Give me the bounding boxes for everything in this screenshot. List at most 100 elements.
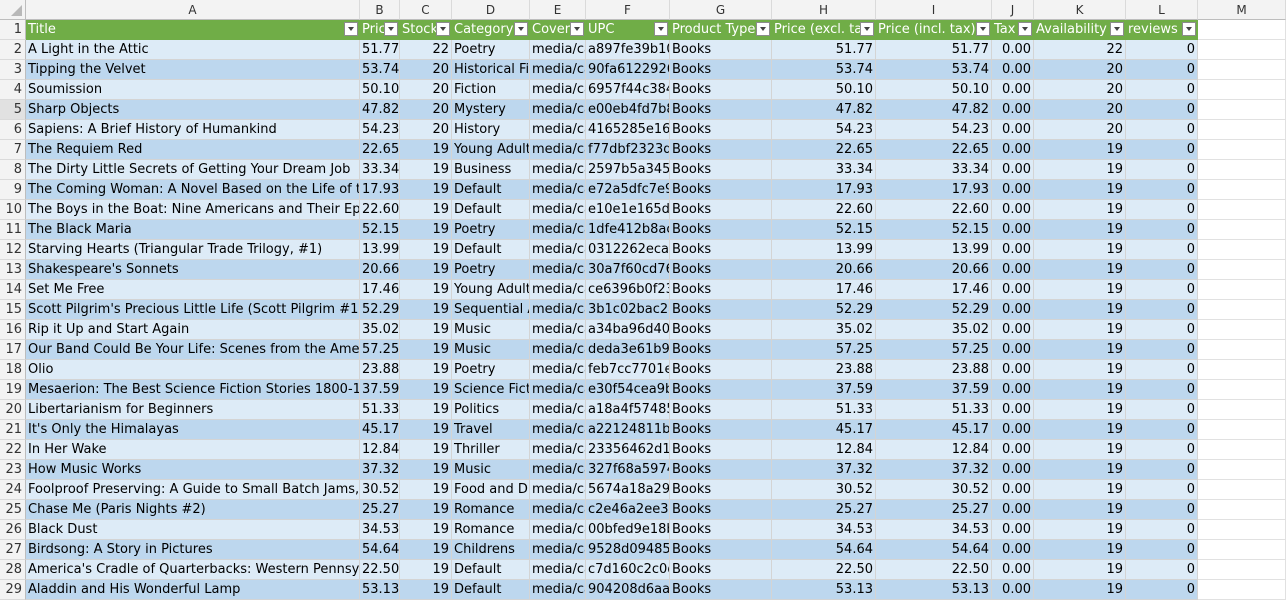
table-cell[interactable]: 19	[400, 460, 452, 480]
table-cell[interactable]: 0	[1126, 80, 1198, 100]
table-cell[interactable]: Thriller	[452, 440, 530, 460]
table-cell[interactable]: a22124811bf	[586, 420, 670, 440]
table-cell[interactable]: Historical Fi	[452, 60, 530, 80]
table-cell[interactable]: Default	[452, 560, 530, 580]
table-cell[interactable]: Books	[670, 300, 772, 320]
table-cell[interactable]: 54.23	[772, 120, 876, 140]
table-cell[interactable]: 20.66	[772, 260, 876, 280]
row-header[interactable]: 11	[0, 220, 26, 240]
table-cell[interactable]: deda3e61b9	[586, 340, 670, 360]
table-cell[interactable]: 22.65	[772, 140, 876, 160]
table-cell[interactable]: Libertarianism for Beginners	[26, 400, 360, 420]
table-cell[interactable]: media/ca	[530, 580, 586, 600]
row-header[interactable]: 1	[0, 20, 26, 40]
row-header[interactable]: 14	[0, 280, 26, 300]
column-header-i[interactable]: I	[876, 0, 992, 20]
table-cell[interactable]: 0	[1126, 60, 1198, 80]
row-header[interactable]: 26	[0, 520, 26, 540]
table-cell[interactable]: Books	[670, 80, 772, 100]
table-cell[interactable]: 4165285e166	[586, 120, 670, 140]
table-cell[interactable]: 20	[400, 100, 452, 120]
column-header-l[interactable]: L	[1126, 0, 1198, 20]
table-cell[interactable]: Books	[670, 60, 772, 80]
table-cell[interactable]: 0	[1126, 480, 1198, 500]
table-cell[interactable]: 0.00	[992, 460, 1034, 480]
header-cell-j[interactable]: Tax	[992, 20, 1034, 40]
table-cell[interactable]: 37.59	[876, 380, 992, 400]
empty-cell[interactable]	[1198, 360, 1286, 380]
table-cell[interactable]: 22.65	[876, 140, 992, 160]
table-cell[interactable]: 0	[1126, 420, 1198, 440]
table-cell[interactable]: 53.13	[772, 580, 876, 600]
table-cell[interactable]: 20.66	[360, 260, 400, 280]
table-cell[interactable]: Food and Dr	[452, 480, 530, 500]
table-cell[interactable]: 20	[400, 80, 452, 100]
table-cell[interactable]: 0.00	[992, 500, 1034, 520]
table-cell[interactable]: 0	[1126, 300, 1198, 320]
table-cell[interactable]: 0.00	[992, 520, 1034, 540]
table-cell[interactable]: media/ca	[530, 80, 586, 100]
table-cell[interactable]: 19	[1034, 440, 1126, 460]
table-cell[interactable]: 17.46	[360, 280, 400, 300]
filter-dropdown-icon[interactable]	[1110, 22, 1124, 36]
table-cell[interactable]: Books	[670, 40, 772, 60]
table-cell[interactable]: 19	[400, 380, 452, 400]
empty-cell[interactable]	[1198, 200, 1286, 220]
table-cell[interactable]: 51.33	[360, 400, 400, 420]
row-header[interactable]: 16	[0, 320, 26, 340]
table-cell[interactable]: Our Band Could Be Your Life: Scenes from…	[26, 340, 360, 360]
table-cell[interactable]: 20	[1034, 120, 1126, 140]
select-all-corner[interactable]	[0, 0, 26, 20]
table-cell[interactable]: Music	[452, 460, 530, 480]
table-cell[interactable]: 19	[400, 340, 452, 360]
table-cell[interactable]: 53.13	[876, 580, 992, 600]
header-cell-i[interactable]: Price (incl. tax)	[876, 20, 992, 40]
table-cell[interactable]: 19	[1034, 500, 1126, 520]
table-cell[interactable]: 57.25	[360, 340, 400, 360]
table-cell[interactable]: 0	[1126, 340, 1198, 360]
table-cell[interactable]: 54.64	[360, 540, 400, 560]
table-cell[interactable]: 34.53	[876, 520, 992, 540]
table-cell[interactable]: 52.29	[876, 300, 992, 320]
table-cell[interactable]: 19	[400, 180, 452, 200]
row-header[interactable]: 25	[0, 500, 26, 520]
table-cell[interactable]: In Her Wake	[26, 440, 360, 460]
table-cell[interactable]: It's Only the Himalayas	[26, 420, 360, 440]
table-cell[interactable]: e00eb4fd7b8	[586, 100, 670, 120]
table-cell[interactable]: 19	[1034, 360, 1126, 380]
table-cell[interactable]: 20	[1034, 80, 1126, 100]
table-cell[interactable]: Books	[670, 460, 772, 480]
table-cell[interactable]: 50.10	[876, 80, 992, 100]
table-cell[interactable]: 0	[1126, 460, 1198, 480]
table-cell[interactable]: 0.00	[992, 80, 1034, 100]
table-cell[interactable]: media/ca	[530, 220, 586, 240]
filter-dropdown-icon[interactable]	[1018, 22, 1032, 36]
column-header-f[interactable]: F	[586, 0, 670, 20]
table-cell[interactable]: Books	[670, 260, 772, 280]
row-header[interactable]: 5	[0, 100, 26, 120]
row-header[interactable]: 18	[0, 360, 26, 380]
table-cell[interactable]: 50.10	[772, 80, 876, 100]
table-cell[interactable]: Books	[670, 200, 772, 220]
table-cell[interactable]: 22.60	[876, 200, 992, 220]
table-cell[interactable]: 17.46	[876, 280, 992, 300]
table-cell[interactable]: 90fa6122926	[586, 60, 670, 80]
table-cell[interactable]: 12.84	[360, 440, 400, 460]
table-cell[interactable]: ce6396b0f23	[586, 280, 670, 300]
table-cell[interactable]: 0.00	[992, 380, 1034, 400]
table-cell[interactable]: Books	[670, 240, 772, 260]
table-cell[interactable]: media/ca	[530, 440, 586, 460]
header-cell-k[interactable]: Availability	[1034, 20, 1126, 40]
table-cell[interactable]: 19	[1034, 220, 1126, 240]
empty-cell[interactable]	[1198, 420, 1286, 440]
empty-cell[interactable]	[1198, 260, 1286, 280]
empty-cell[interactable]	[1198, 220, 1286, 240]
empty-cell[interactable]	[1198, 40, 1286, 60]
table-cell[interactable]: 53.74	[876, 60, 992, 80]
table-cell[interactable]: 20.66	[876, 260, 992, 280]
table-cell[interactable]: 57.25	[772, 340, 876, 360]
empty-cell[interactable]	[1198, 140, 1286, 160]
table-cell[interactable]: 20	[1034, 60, 1126, 80]
table-cell[interactable]: 51.33	[772, 400, 876, 420]
table-cell[interactable]: Mesaerion: The Best Science Fiction Stor…	[26, 380, 360, 400]
